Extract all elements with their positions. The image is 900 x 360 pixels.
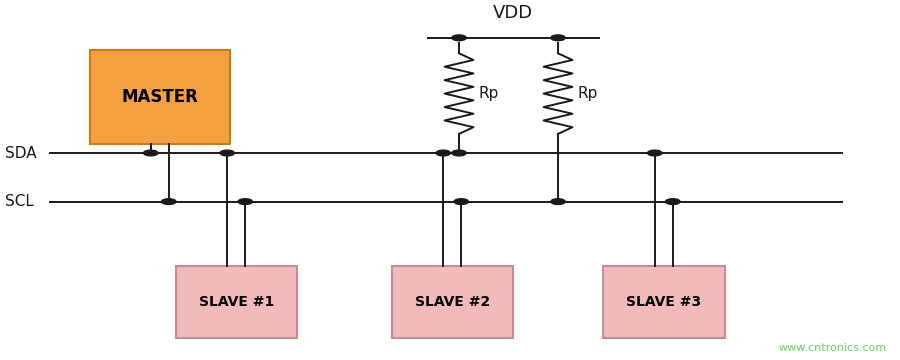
FancyBboxPatch shape xyxy=(603,266,724,338)
Circle shape xyxy=(436,150,450,156)
Circle shape xyxy=(452,150,466,156)
FancyBboxPatch shape xyxy=(392,266,513,338)
FancyBboxPatch shape xyxy=(90,50,230,144)
FancyBboxPatch shape xyxy=(176,266,297,338)
Text: SLAVE #3: SLAVE #3 xyxy=(626,296,701,309)
Circle shape xyxy=(454,199,468,204)
Text: Rp: Rp xyxy=(578,86,599,101)
Circle shape xyxy=(143,150,157,156)
Circle shape xyxy=(647,150,662,156)
Circle shape xyxy=(238,199,252,204)
Circle shape xyxy=(551,199,565,204)
Text: VDD: VDD xyxy=(493,4,533,22)
Text: SLAVE #2: SLAVE #2 xyxy=(415,296,490,309)
Text: SLAVE #1: SLAVE #1 xyxy=(199,296,274,309)
Circle shape xyxy=(665,199,680,204)
Circle shape xyxy=(452,35,466,41)
Text: SCL: SCL xyxy=(4,194,33,209)
Text: Rp: Rp xyxy=(479,86,500,101)
Text: SDA: SDA xyxy=(4,145,36,161)
Circle shape xyxy=(162,199,176,204)
Text: MASTER: MASTER xyxy=(122,88,198,106)
Text: www.cntronics.com: www.cntronics.com xyxy=(778,343,886,353)
Circle shape xyxy=(220,150,234,156)
Circle shape xyxy=(551,35,565,41)
